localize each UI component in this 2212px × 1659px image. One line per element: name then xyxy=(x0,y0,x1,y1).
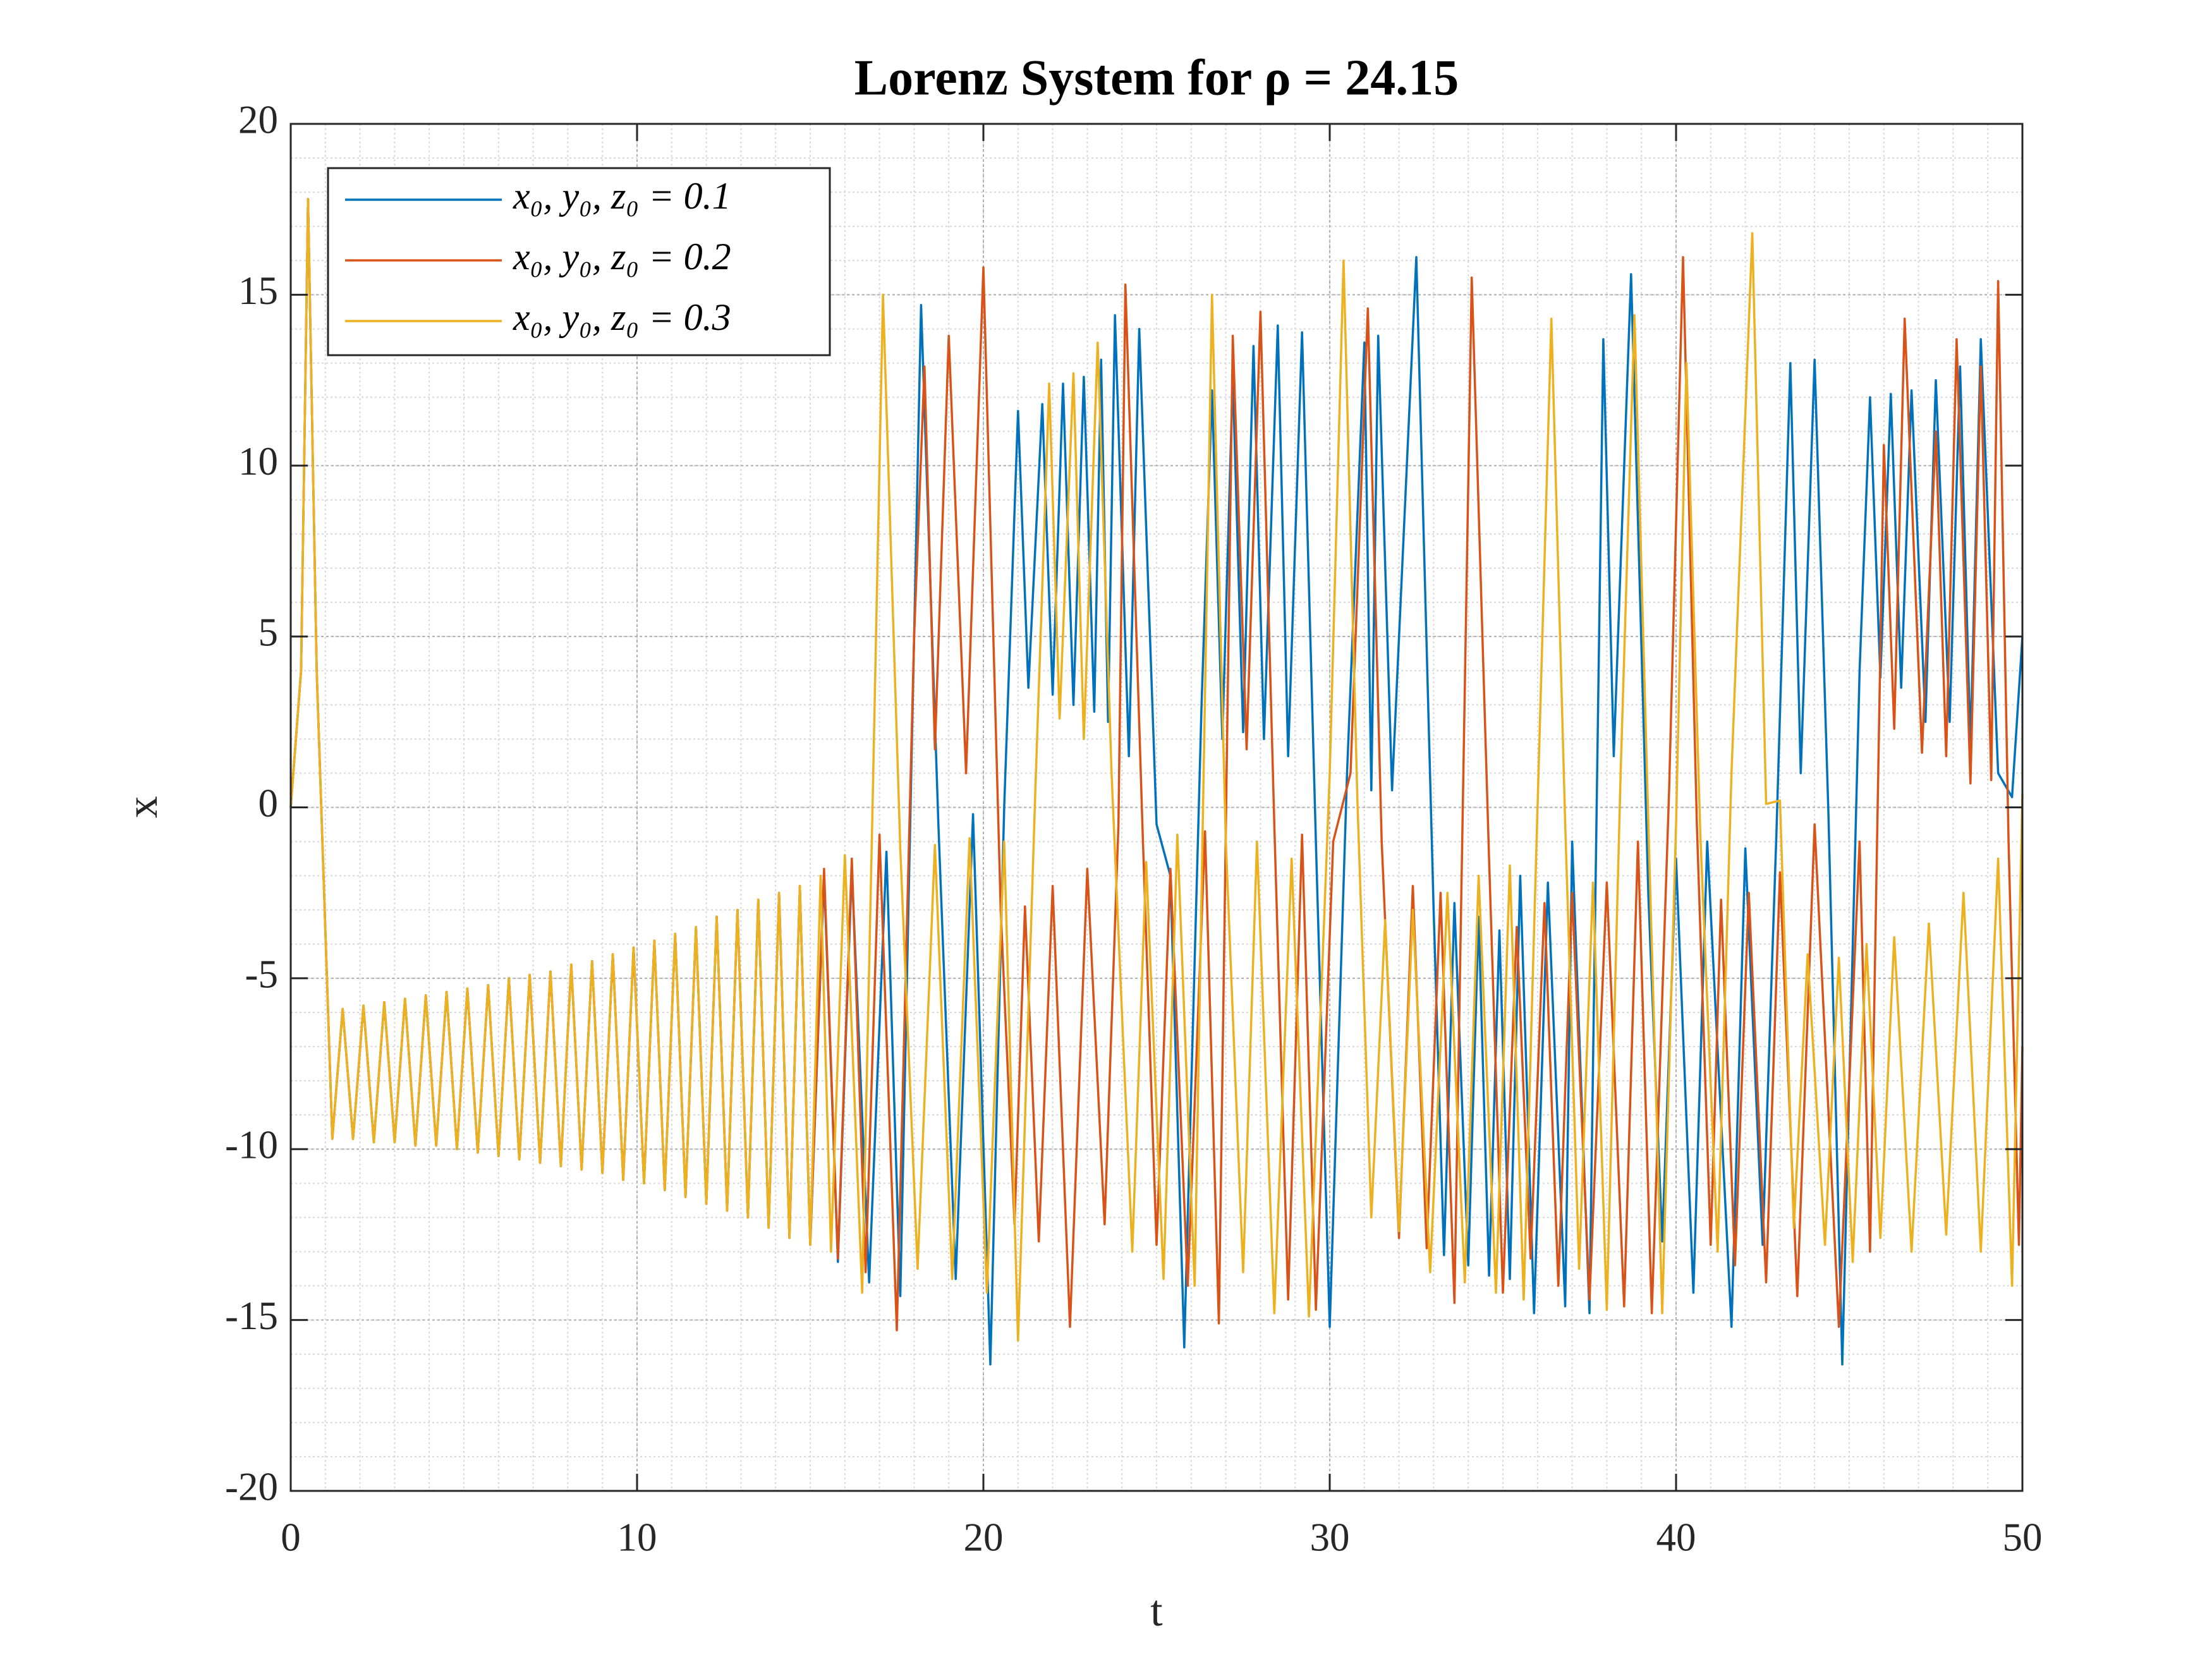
legend-label: x₀, y₀, z₀ = 0.2 xyxy=(513,236,731,277)
y-tick-label: -20 xyxy=(225,1464,278,1509)
y-tick-label: 20 xyxy=(238,97,278,142)
y-tick-label: 0 xyxy=(258,781,279,825)
x-axis-label: t xyxy=(1150,1587,1163,1636)
y-tick-label: -5 xyxy=(245,952,278,996)
x-tick-label: 30 xyxy=(1310,1515,1350,1559)
y-tick-label: 10 xyxy=(238,439,278,483)
x-tick-label: 40 xyxy=(1656,1515,1696,1559)
legend-label: x₀, y₀, z₀ = 0.3 xyxy=(513,296,731,338)
plot-lines xyxy=(289,198,2024,1366)
y-tick-label: 15 xyxy=(238,269,278,313)
axes-box xyxy=(289,123,2024,1492)
y-tick-label: -15 xyxy=(225,1294,278,1338)
y-tick-label: 5 xyxy=(258,611,279,655)
chart-title: Lorenz System for ρ = 24.15 xyxy=(854,50,1459,106)
grid xyxy=(290,123,2023,1492)
x-tick-label: 10 xyxy=(617,1515,657,1559)
legend: x₀, y₀, z₀ = 0.1 x₀, y₀, z₀ = 0.2 x₀, y₀, … xyxy=(327,167,831,356)
x-tick-label: 0 xyxy=(281,1515,301,1559)
y-axis-label: x xyxy=(118,796,167,818)
axes: 0 10 20 30 40 50 -20 -15 -10 -5 0 5 10 15 20 xyxy=(225,97,2042,1559)
series-line xyxy=(289,198,2024,1342)
legend-label: x₀, y₀, z₀ = 0.1 xyxy=(513,175,731,217)
x-tick-label: 20 xyxy=(964,1515,1004,1559)
x-tick-label: 50 xyxy=(2003,1515,2043,1559)
y-tick-label: -10 xyxy=(225,1123,278,1167)
